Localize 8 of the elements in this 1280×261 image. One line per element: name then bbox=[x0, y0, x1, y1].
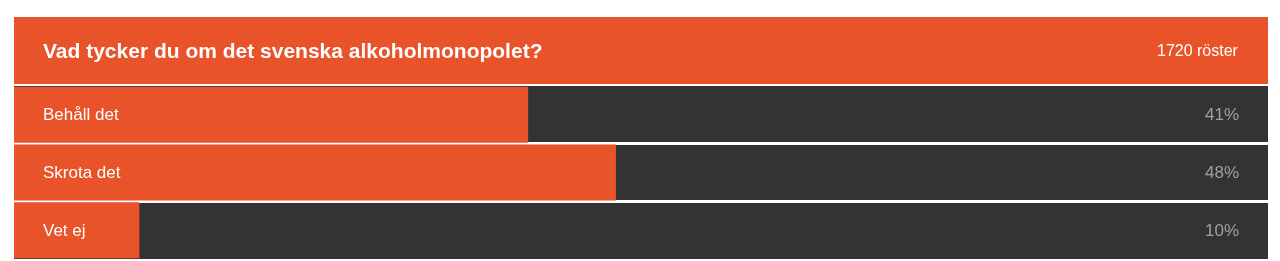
chart-title: Vad tycker du om det svenska alkoholmonopolet? bbox=[43, 39, 543, 62]
y-tick-label: Skrota det bbox=[43, 163, 121, 182]
data-label: 10% bbox=[1205, 221, 1240, 240]
data-label: 48% bbox=[1205, 163, 1240, 182]
y-tick-label: Behåll det bbox=[43, 105, 119, 124]
y-tick-label: Vet ej bbox=[43, 221, 86, 240]
data-label: 41% bbox=[1205, 105, 1240, 124]
text: 1720 röster bbox=[1157, 42, 1239, 59]
